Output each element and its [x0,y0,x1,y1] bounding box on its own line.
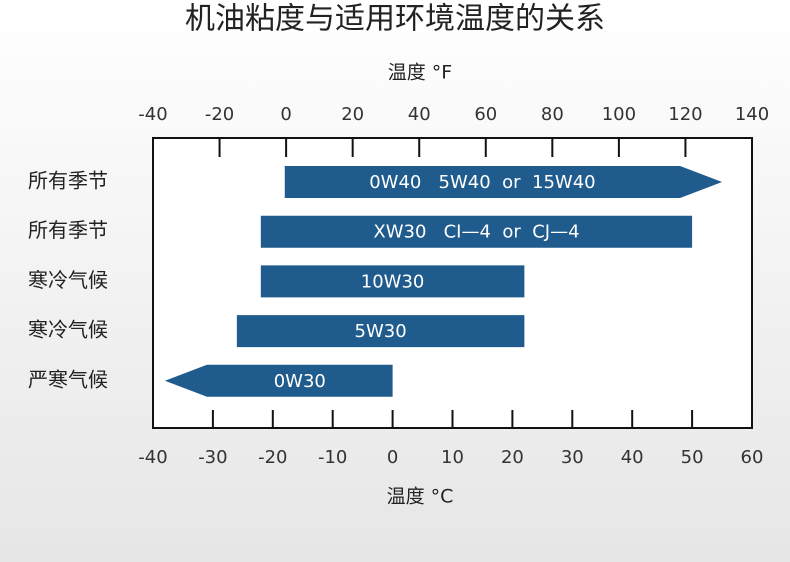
x2-tick-label: 80 [541,104,564,125]
row-label: 严寒气候 [28,367,108,391]
range-bar [260,265,525,298]
x-tick-label: 20 [501,447,524,468]
range-bar [260,215,693,248]
x-tick-label: 0 [387,447,398,468]
row-label: 寒冷气候 [28,318,108,342]
x-tick-label: 30 [561,447,584,468]
chart-title: 机油粘度与适用环境温度的关系 [185,2,605,37]
x2-tick-label: 140 [735,104,769,125]
row-label: 所有季节 [28,169,108,193]
x-tick-label: -20 [258,447,287,468]
x-tick-label: 60 [741,447,764,468]
x2-tick-label: 60 [474,104,497,125]
bar-label: 0W30 [274,371,326,392]
range-bar [236,315,525,348]
bar-label: XW30 CI—4 or CJ—4 [373,222,579,243]
x2-tick-label: -20 [205,104,234,125]
x-tick-label: -30 [198,447,227,468]
bar-label: 0W40 5W40 or 15W40 [369,172,595,193]
range-bar [164,364,393,397]
x-tick-label: -40 [138,447,167,468]
x-tick-label: -10 [318,447,347,468]
range-bar [284,166,723,198]
x2-tick-label: -40 [138,104,167,125]
x-tick-label: 50 [681,447,704,468]
bar-label: 5W30 [355,321,407,342]
row-label: 所有季节 [28,218,108,242]
x2-tick-label: 120 [668,104,702,125]
bar-label: 10W30 [361,271,425,292]
x2-tick-label: 40 [408,104,431,125]
x-axis-label: 温度 °C [387,486,454,508]
x2-tick-label: 0 [280,104,291,125]
x-tick-label: 10 [441,447,464,468]
x2-axis-label: 温度 °F [388,62,452,84]
x2-tick-label: 100 [602,104,636,125]
x-tick-label: 40 [621,447,644,468]
x2-tick-label: 20 [341,104,364,125]
row-label: 寒冷气候 [28,268,108,292]
